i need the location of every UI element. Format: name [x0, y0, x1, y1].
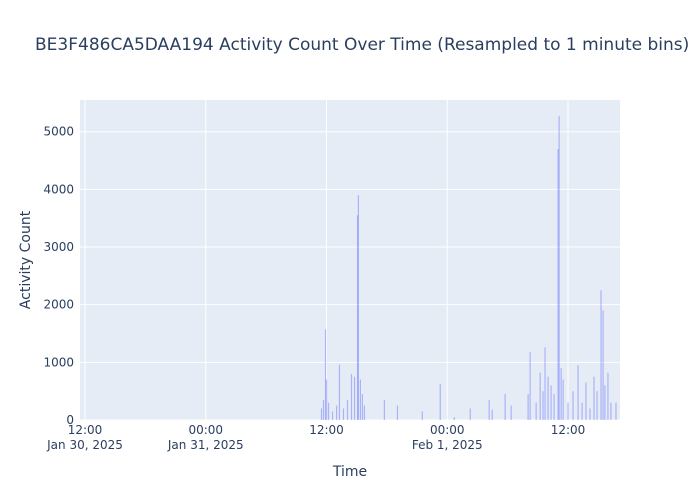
bar	[539, 372, 541, 420]
bar	[504, 394, 506, 420]
bar	[488, 399, 490, 420]
y-tick-label: 5000	[43, 125, 74, 139]
bar	[491, 409, 493, 420]
bar	[542, 391, 544, 420]
bar	[350, 373, 353, 420]
bar	[331, 411, 334, 420]
bar	[557, 149, 559, 420]
bar	[607, 372, 609, 420]
bar	[325, 379, 328, 420]
bar	[604, 385, 606, 420]
bar	[581, 402, 583, 420]
x-tick-label: Feb 1, 2025	[412, 438, 483, 452]
y-tick-label: 3000	[43, 240, 74, 254]
x-tick-label: Jan 31, 2025	[167, 438, 244, 452]
x-tick-label: 12:00	[551, 423, 586, 437]
bar	[356, 215, 359, 420]
bar	[558, 116, 560, 421]
x-axis-title: Time	[332, 464, 367, 480]
y-axis-title: Activity Count	[18, 210, 34, 309]
bar	[327, 402, 330, 420]
bar	[357, 195, 359, 420]
bar	[615, 402, 617, 420]
bar	[469, 408, 471, 420]
x-tick-label: 12:00	[309, 423, 344, 437]
bar	[560, 368, 562, 420]
bar	[535, 402, 537, 420]
bar	[324, 329, 327, 420]
bar	[610, 402, 612, 420]
bar	[359, 379, 361, 420]
bar	[320, 408, 323, 420]
bar	[335, 405, 338, 420]
bar	[550, 385, 552, 420]
x-tick-label: 00:00	[430, 423, 465, 437]
x-tick-label: Jan 30, 2025	[46, 438, 123, 452]
bar	[361, 394, 364, 420]
chart-title: BE3F486CA5DAA194 Activity Count Over Tim…	[35, 35, 689, 55]
bar	[383, 399, 385, 420]
bar	[453, 417, 455, 420]
bar	[342, 408, 345, 420]
bar	[547, 376, 549, 420]
bar	[353, 376, 356, 420]
bar	[567, 402, 569, 420]
y-tick-label: 2000	[43, 298, 74, 312]
bar	[589, 408, 591, 420]
bar	[596, 391, 598, 420]
y-tick-label: 1000	[43, 355, 74, 369]
x-tick-label: 00:00	[188, 423, 223, 437]
bar	[585, 382, 587, 420]
x-tick-label: 12:00	[68, 423, 103, 437]
bar	[510, 405, 512, 420]
y-tick-label: 0	[66, 413, 74, 427]
bar	[527, 394, 529, 420]
y-tick-label: 4000	[43, 182, 74, 196]
bar	[553, 394, 555, 420]
bar	[396, 405, 399, 420]
bar	[577, 365, 579, 420]
bar	[338, 364, 341, 420]
bar	[363, 405, 366, 420]
bar	[322, 399, 325, 420]
bar	[346, 399, 349, 420]
bar	[572, 391, 574, 420]
bar	[562, 379, 564, 420]
bar	[529, 351, 531, 420]
bar	[544, 347, 546, 420]
bar	[421, 411, 423, 420]
plot-area	[80, 100, 620, 420]
bar	[439, 384, 441, 420]
bar	[600, 290, 602, 420]
bar	[602, 310, 604, 420]
bar	[593, 376, 595, 420]
